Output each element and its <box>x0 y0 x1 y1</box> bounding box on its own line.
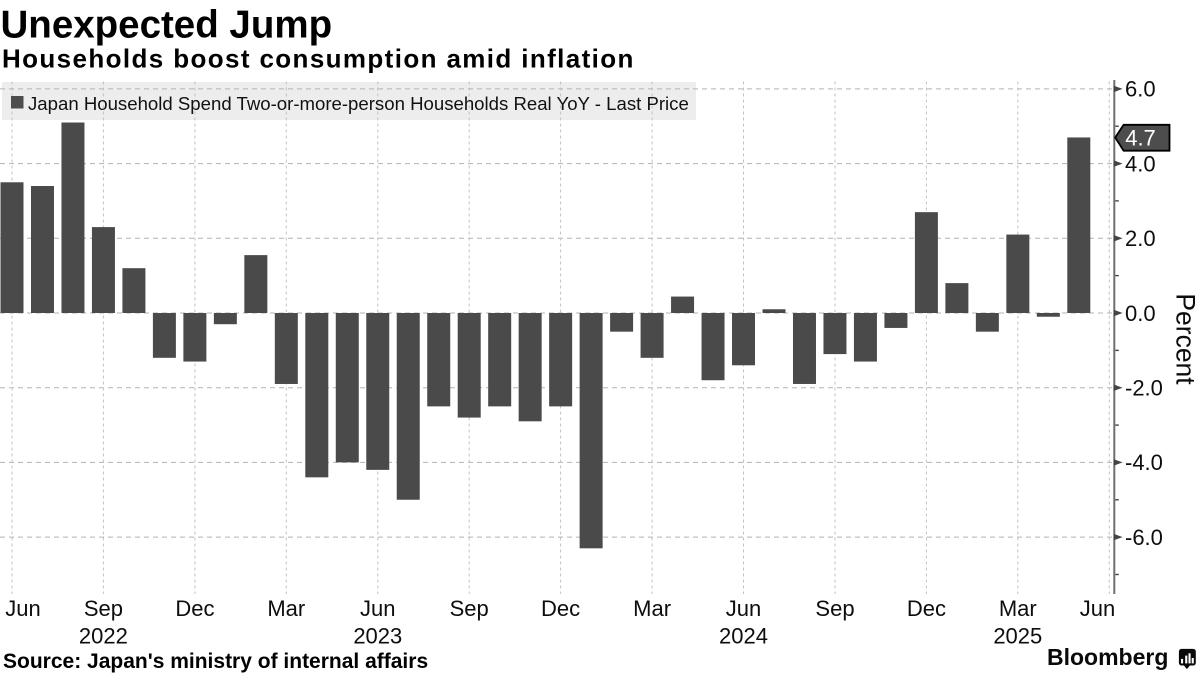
svg-text:2023: 2023 <box>353 624 402 649</box>
svg-text:-2.0: -2.0 <box>1125 376 1163 401</box>
svg-text:2022: 2022 <box>79 624 128 649</box>
svg-text:-6.0: -6.0 <box>1125 525 1163 550</box>
svg-text:Sep: Sep <box>84 596 123 621</box>
svg-text:Dec: Dec <box>907 596 946 621</box>
svg-text:Japan Household Spend Two-or-m: Japan Household Spend Two-or-more-person… <box>28 93 689 114</box>
svg-text:Mar: Mar <box>999 596 1037 621</box>
svg-text:Dec: Dec <box>175 596 214 621</box>
svg-text:Dec: Dec <box>541 596 580 621</box>
svg-text:Households boost consumption a: Households boost consumption amid inflat… <box>2 44 635 74</box>
svg-text:Sep: Sep <box>450 596 489 621</box>
svg-text:Bloomberg: Bloomberg <box>1047 644 1168 670</box>
svg-text:Mar: Mar <box>633 596 671 621</box>
svg-text:Jun: Jun <box>1080 596 1115 621</box>
svg-text:2025: 2025 <box>993 624 1042 649</box>
svg-text:2024: 2024 <box>719 624 768 649</box>
svg-text:Percent: Percent <box>1171 293 1200 385</box>
svg-text:0.0: 0.0 <box>1125 301 1156 326</box>
svg-text:4.0: 4.0 <box>1125 151 1156 176</box>
svg-text:6.0: 6.0 <box>1125 77 1156 102</box>
svg-text:Jun: Jun <box>360 596 395 621</box>
svg-text:Source: Japan's ministry of in: Source: Japan's ministry of internal aff… <box>3 650 428 673</box>
svg-text:Mar: Mar <box>267 596 305 621</box>
svg-text:Unexpected Jump: Unexpected Jump <box>1 4 333 47</box>
svg-text:4.7: 4.7 <box>1125 125 1156 150</box>
svg-text:Jun: Jun <box>5 596 40 621</box>
svg-text:2.0: 2.0 <box>1125 226 1156 251</box>
svg-text:Sep: Sep <box>815 596 854 621</box>
svg-text:Jun: Jun <box>726 596 761 621</box>
svg-text:-4.0: -4.0 <box>1125 450 1163 475</box>
